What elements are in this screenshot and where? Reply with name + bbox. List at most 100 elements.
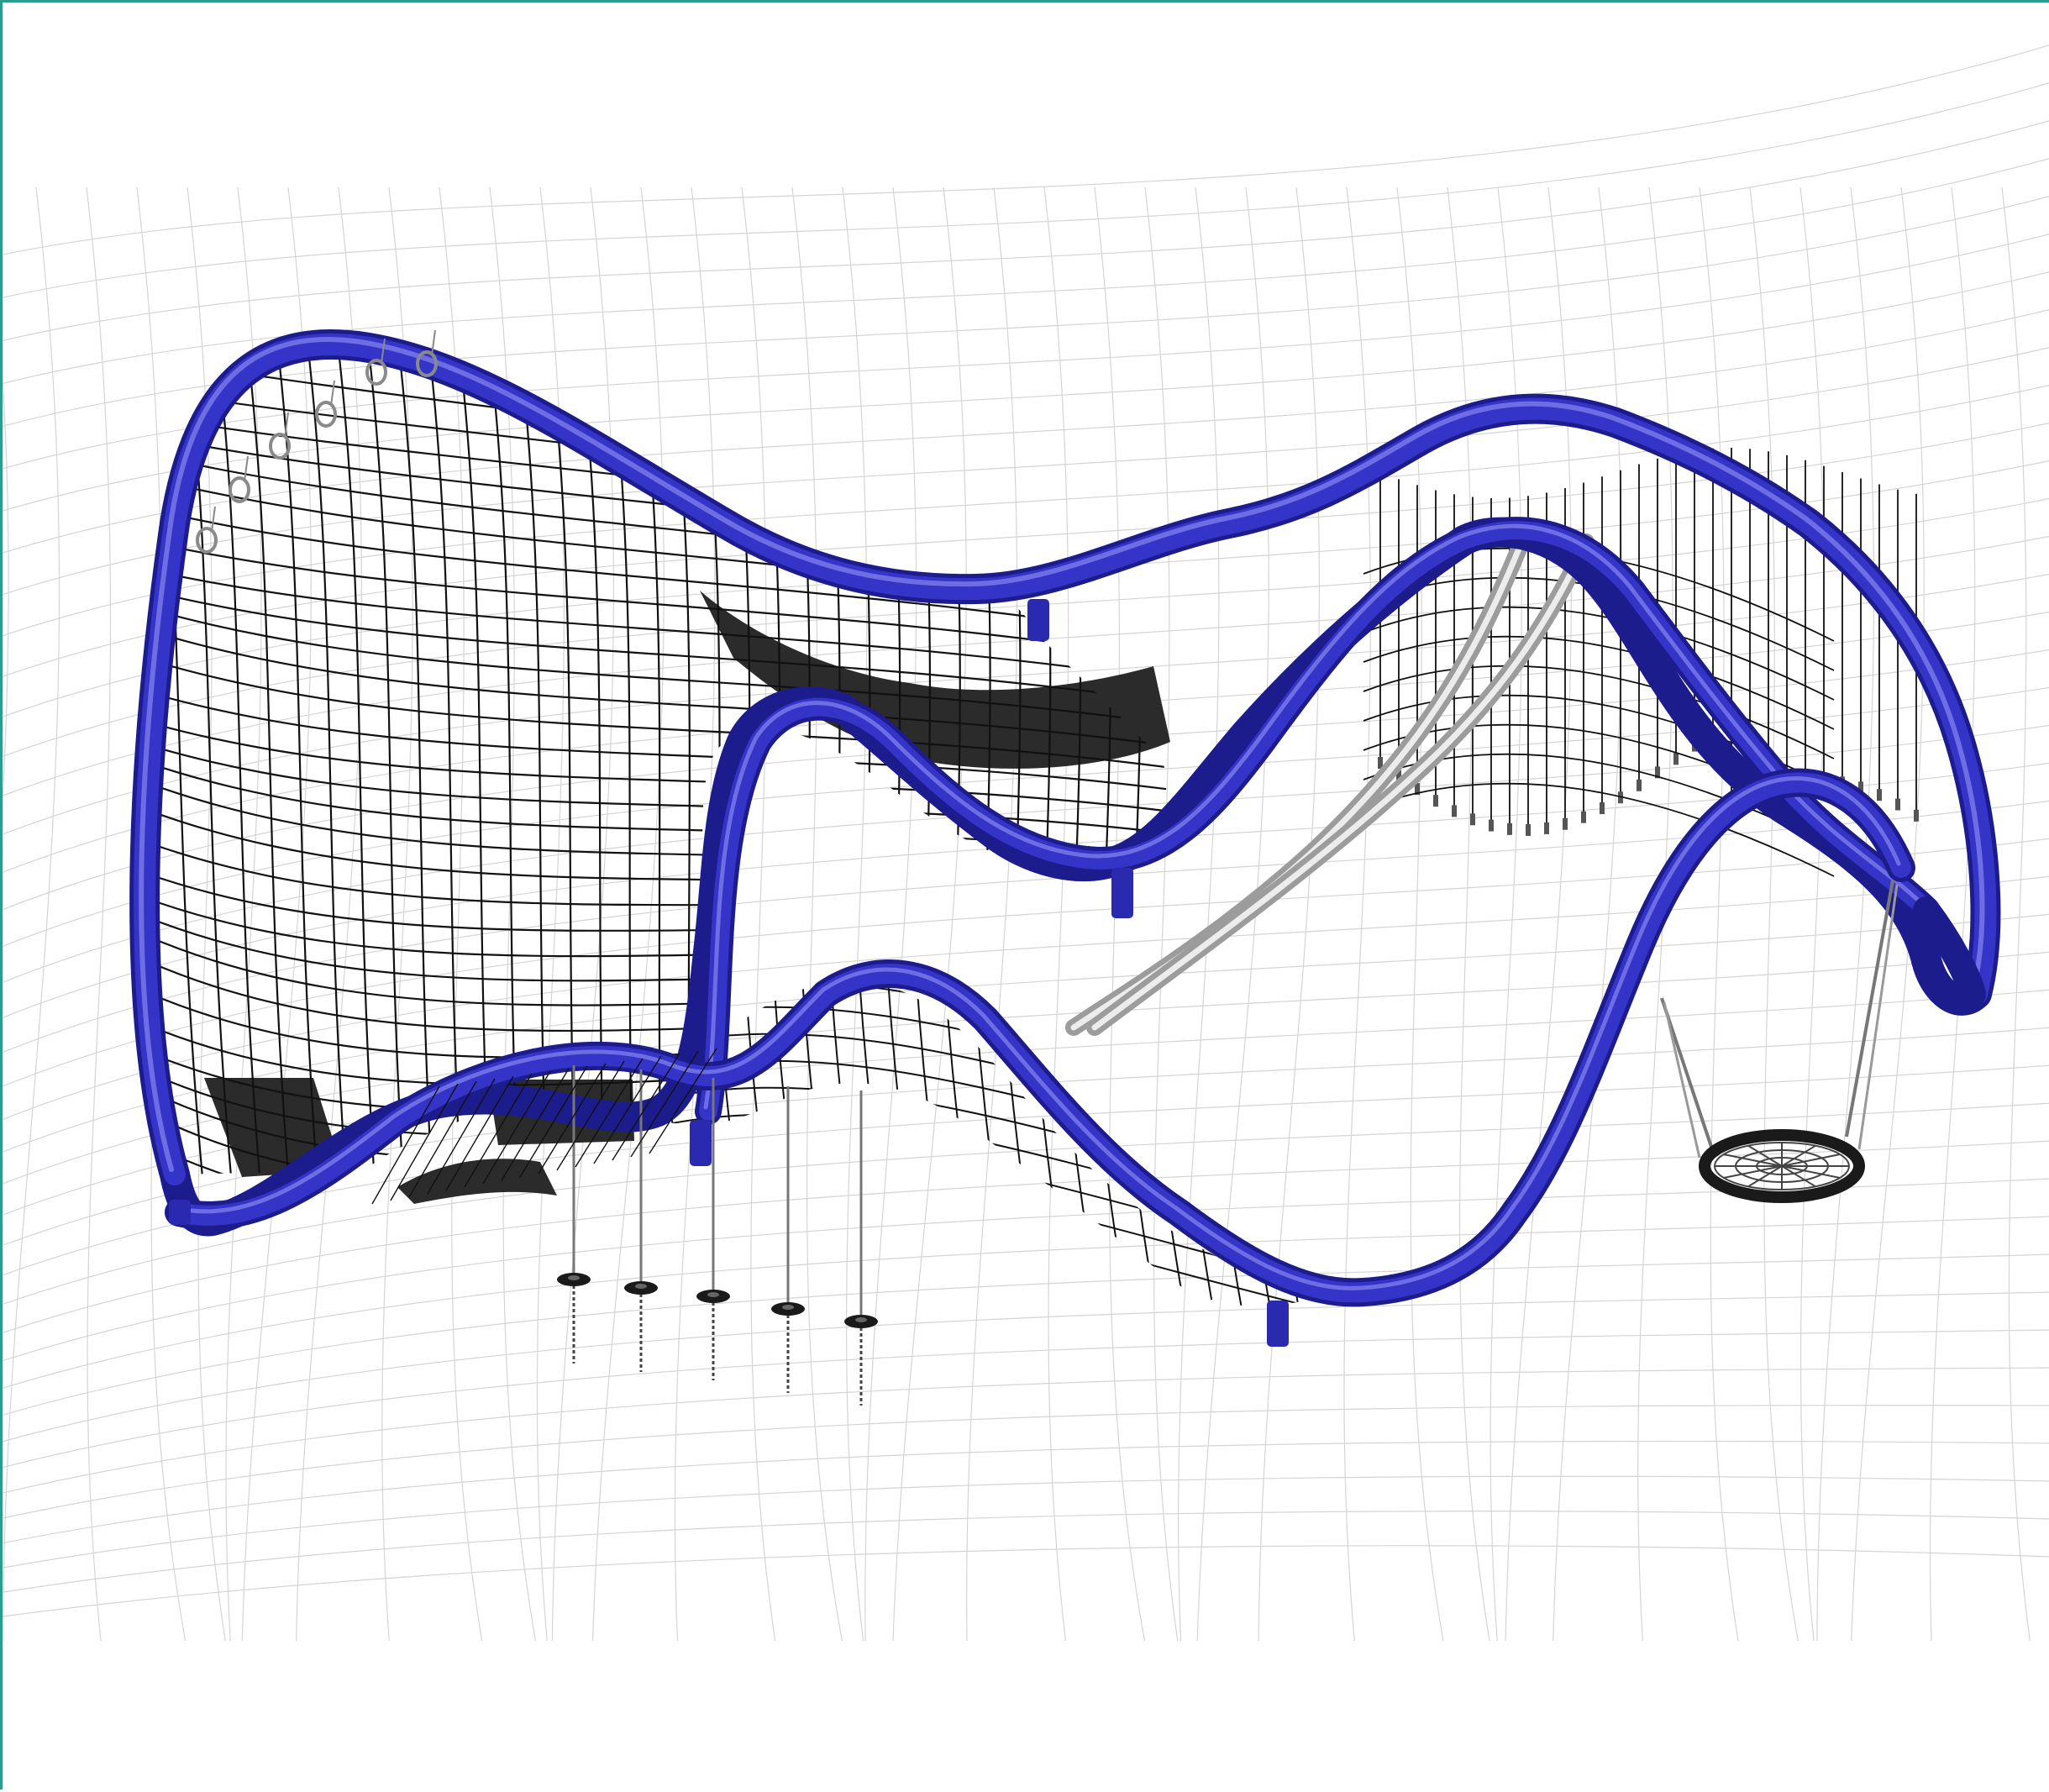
- ground-grid-line: [591, 187, 665, 1642]
- hand-ring-icon: [196, 506, 218, 554]
- net-rope: [144, 652, 1167, 770]
- net-rope: [1285, 980, 1321, 1306]
- net-rope: [1145, 344, 1167, 1175]
- ground-grid-line: [3, 1329, 2049, 1469]
- ground-surface-grid: [3, 45, 2049, 1642]
- tunnel-rope: [556, 1060, 625, 1171]
- net-rope: [658, 1248, 1321, 1306]
- rope-weight: [1378, 757, 1383, 769]
- ground-grid-line: [1258, 187, 1320, 1642]
- stepping-disc-icon: [696, 1078, 730, 1380]
- hand-ring-icon: [229, 455, 250, 503]
- solid-panel-upper: [700, 591, 1170, 769]
- nest-swing: [1660, 880, 1899, 1203]
- ground-grid-line: [3, 369, 9, 810]
- net-rope: [243, 344, 292, 1175]
- ground-grid-line: [1699, 187, 1739, 1642]
- foot-post-bottom: [1267, 1301, 1289, 1347]
- net-rope: [454, 344, 491, 1175]
- ground-grid-line: [3, 1102, 2049, 1306]
- ground-grid-line: [741, 187, 776, 1642]
- ground-grid-line: [3, 1475, 2049, 1569]
- rope-weight: [1433, 795, 1438, 807]
- hand-ring-icon: [365, 338, 387, 386]
- ground-grid-line: [439, 187, 483, 1642]
- foot-post-center-top: [1027, 599, 1049, 641]
- ground-grid-line: [3, 187, 60, 1642]
- net-rope: [515, 344, 549, 1175]
- net-rope: [1314, 980, 1321, 1306]
- rope-weight: [1858, 781, 1863, 794]
- hanging-stepping-discs: [557, 1065, 878, 1406]
- ground-grid-line: [1489, 187, 1522, 1642]
- ground-grid-line: [1178, 187, 1220, 1642]
- rope-weight: [1895, 798, 1900, 811]
- net-rope: [144, 715, 1167, 814]
- ground-grid-line: [1749, 187, 1799, 1642]
- net-rope: [144, 623, 1167, 749]
- ground-grid-line: [1851, 187, 1925, 1642]
- ground-grid-line: [3, 1253, 2049, 1416]
- rope-weight: [1877, 789, 1882, 801]
- ground-grid-line: [1343, 187, 1371, 1642]
- ground-grid-line: [3, 196, 2049, 427]
- blue-tube-frame: [129, 328, 2001, 1307]
- solid-panels: [204, 591, 1170, 1204]
- rope-weight: [1581, 811, 1586, 823]
- net-rope: [787, 344, 811, 1175]
- ground-grid-line: [3, 82, 2049, 298]
- net-rope: [334, 344, 377, 1175]
- ground-grid-line: [3, 1367, 2049, 1494]
- rope-weight: [1600, 802, 1605, 815]
- ground-grid-line: [791, 187, 843, 1642]
- foot-post-lower-left: [690, 1120, 712, 1166]
- net-rope: [364, 344, 406, 1175]
- ground-grid-line: [1816, 187, 1875, 1642]
- playground-structure-diagram: [3, 45, 2049, 1642]
- curtain-rope: [1363, 635, 1835, 730]
- rope-weight: [1415, 783, 1420, 796]
- ground-grid-line: [3, 1405, 2049, 1519]
- tunnel-rope: [593, 1055, 662, 1164]
- net-rope: [424, 344, 463, 1175]
- net-rope: [144, 927, 1167, 1011]
- ground-grid-line: [241, 187, 312, 1642]
- hand-ring-icon: [416, 329, 438, 377]
- tunnel-rope: [482, 1070, 551, 1185]
- slide-poles: [1065, 533, 1595, 1036]
- tunnel-rope: [519, 1065, 588, 1178]
- ground-grid-line: [225, 187, 262, 1642]
- ground-grid-line: [3, 1291, 2049, 1443]
- ground-grid-line: [3, 535, 2049, 796]
- tunnel-rope: [538, 1063, 607, 1175]
- ground-grid-line: [1505, 187, 1572, 1642]
- net-rope: [144, 585, 1167, 705]
- rope-weight: [1544, 822, 1549, 834]
- ground-grid-line: [1799, 187, 1826, 1642]
- hand-ring-icon: [269, 412, 291, 460]
- tunnel-rope: [427, 1078, 496, 1195]
- net-rope: [213, 344, 263, 1175]
- net-rope: [144, 951, 1167, 1033]
- ground-grid-line: [3, 120, 2049, 342]
- tunnel-rope: [501, 1068, 570, 1181]
- net-rope: [144, 564, 1167, 683]
- nest-swing-icon: [1699, 1129, 1865, 1203]
- stepping-disc-icon: [557, 1065, 591, 1364]
- curtain-rope: [1363, 606, 1835, 701]
- ground-grid-line: [3, 1511, 2049, 1593]
- rope-weight: [1914, 809, 1919, 822]
- ground-grid-line: [3, 1216, 2049, 1389]
- net-rope: [1116, 344, 1142, 1175]
- tunnel-rope: [445, 1075, 514, 1191]
- rope-weight: [1470, 813, 1475, 826]
- hand-rings: [196, 329, 438, 554]
- stepping-disc-icon: [844, 1090, 878, 1406]
- net-rope: [1143, 980, 1186, 1306]
- rope-weight: [1507, 822, 1512, 835]
- tunnel-rope: [649, 1048, 717, 1154]
- ground-grid-line: [842, 187, 868, 1642]
- foot-posts: [169, 599, 1289, 1347]
- ground-grid-line: [3, 1140, 2049, 1334]
